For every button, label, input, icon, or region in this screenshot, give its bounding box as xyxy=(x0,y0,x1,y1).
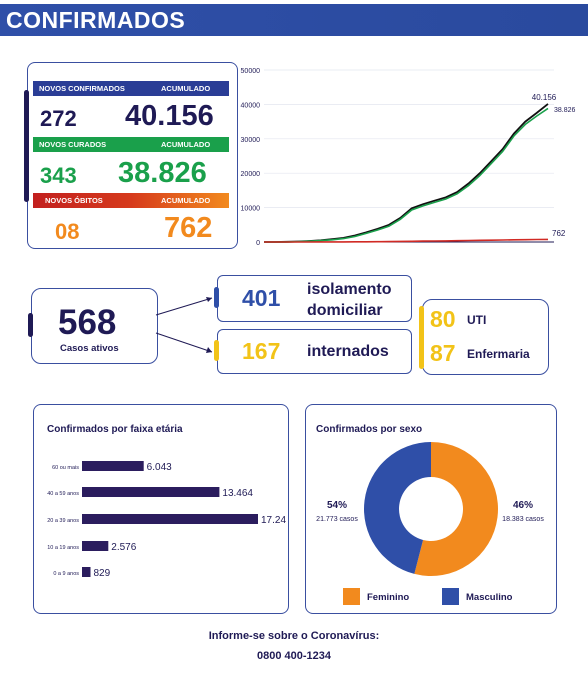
bar-0 xyxy=(82,461,144,471)
page-title: CONFIRMADOS xyxy=(6,7,186,33)
obitos-acumulado-value: 762 xyxy=(164,212,213,244)
series-line-1 xyxy=(264,107,549,243)
connector-arrows xyxy=(155,297,213,353)
active-cases-panel xyxy=(31,288,158,364)
obitos-acumulado-label: ACUMULADO xyxy=(161,196,211,205)
summary-accent-bar xyxy=(24,90,29,202)
isolamento-accent-bar xyxy=(214,287,219,308)
sex-chart-panel xyxy=(305,404,557,614)
active-cases-label: Casos ativos xyxy=(60,343,119,354)
legend-label-masculino: Masculino xyxy=(466,592,513,603)
y-tick-label: 40000 xyxy=(241,102,261,109)
enfermaria-label: Enfermaria xyxy=(467,347,530,361)
donut-slice-masculino xyxy=(364,442,431,574)
bar-value-label: 6.043 xyxy=(147,462,172,473)
sex-donut-chart: 54% 21.773 casos 46% 18.383 casos xyxy=(316,442,544,576)
masculino-cases-label: 18.383 casos xyxy=(502,516,544,523)
uti-label: UTI xyxy=(467,313,487,327)
footer-phone: 0800 400-1234 xyxy=(256,650,331,662)
bar-value-label: 829 xyxy=(93,568,110,579)
bar-category-label: 20 a 39 anos xyxy=(47,518,79,524)
footer-info-text: Informe-se sobre o Coronavírus: xyxy=(208,630,380,642)
novos-curados-value: 343 xyxy=(40,163,77,188)
novos-obitos-value: 08 xyxy=(55,219,80,244)
y-tick-label: 0 xyxy=(256,240,260,247)
bar-4 xyxy=(82,567,91,577)
active-cases-value: 568 xyxy=(58,303,117,342)
age-bar-chart: 60 ou mais 6.043 40 a 59 anos 13.464 20 a 39… xyxy=(47,461,286,579)
internados-label: internados xyxy=(307,343,389,360)
isolamento-label-line1: isolamento xyxy=(307,281,392,298)
bar-category-label: 0 a 9 anos xyxy=(53,571,79,577)
y-tick-label: 50000 xyxy=(241,68,261,75)
series-end-label-0: 40.156 xyxy=(532,93,557,102)
curados-acumulado-value: 38.826 xyxy=(118,157,207,189)
feminino-percent-label: 54% xyxy=(327,500,347,511)
internados-value: 167 xyxy=(242,338,281,364)
bar-category-label: 10 a 19 anos xyxy=(47,545,79,551)
series-end-label-2: 762 xyxy=(552,229,566,238)
bar-category-label: 60 ou mais xyxy=(52,465,79,471)
novos-obitos-label: NOVOS ÓBITOS xyxy=(45,196,103,205)
arrow-to-isolamento xyxy=(155,297,213,316)
enfermaria-value: 87 xyxy=(430,340,456,366)
bar-value-label: 2.576 xyxy=(111,542,136,553)
donut-slice-feminino xyxy=(414,442,499,576)
arrow-to-internados xyxy=(155,332,213,353)
curados-acumulado-label: ACUMULADO xyxy=(161,140,211,149)
arrowhead-isolamento xyxy=(206,297,212,302)
bar-3 xyxy=(82,541,109,551)
bar-1 xyxy=(82,487,220,497)
bar-category-label: 40 a 59 anos xyxy=(47,491,79,497)
isolamento-panel xyxy=(217,275,412,322)
y-tick-label: 30000 xyxy=(241,137,261,144)
novos-curados-header: NOVOS CURADOS ACUMULADO xyxy=(33,137,229,152)
sex-chart-title: Confirmados por sexo xyxy=(316,424,423,435)
confirmados-acumulado-value: 40.156 xyxy=(125,100,214,132)
active-cases-accent-bar xyxy=(28,313,33,337)
age-chart-title: Confirmados por faixa etária xyxy=(47,424,183,435)
hospital-breakdown-panel xyxy=(422,299,549,375)
isolamento-value: 401 xyxy=(242,285,281,311)
feminino-cases-label: 21.773 casos xyxy=(316,516,358,523)
bar-2 xyxy=(82,514,258,524)
series-end-label-1: 38.826 xyxy=(554,107,576,114)
novos-confirmados-header: NOVOS CONFIRMADOS ACUMULADO xyxy=(33,81,229,96)
uti-value: 80 xyxy=(430,306,456,332)
isolamento-label-line2: domiciliar xyxy=(307,302,383,319)
legend-label-feminino: Feminino xyxy=(367,592,410,603)
legend-swatch-masculino xyxy=(442,588,459,605)
novos-confirmados-label: NOVOS CONFIRMADOS xyxy=(39,84,125,93)
arrowhead-internados xyxy=(206,347,212,353)
internados-panel xyxy=(217,329,412,374)
bar-value-label: 13.464 xyxy=(222,488,253,499)
novos-obitos-header: NOVOS ÓBITOS ACUMULADO xyxy=(33,193,229,208)
confirmados-acumulado-label: ACUMULADO xyxy=(161,84,211,93)
y-tick-label: 10000 xyxy=(241,206,261,213)
hospital-accent-bar xyxy=(419,306,424,369)
line-chart: 0 10000 20000 30000 40000 50000 40.156 38.826 76… xyxy=(241,68,576,247)
masculino-percent-label: 46% xyxy=(513,500,533,511)
novos-confirmados-value: 272 xyxy=(40,106,77,131)
internados-accent-bar xyxy=(214,340,219,361)
y-tick-label: 20000 xyxy=(241,171,261,178)
age-chart-panel xyxy=(33,404,289,614)
bar-value-label: 17.244 xyxy=(261,515,286,526)
header-bar xyxy=(0,4,588,36)
series-line-2 xyxy=(264,238,549,243)
novos-curados-label: NOVOS CURADOS xyxy=(39,140,107,149)
legend-swatch-feminino xyxy=(343,588,360,605)
